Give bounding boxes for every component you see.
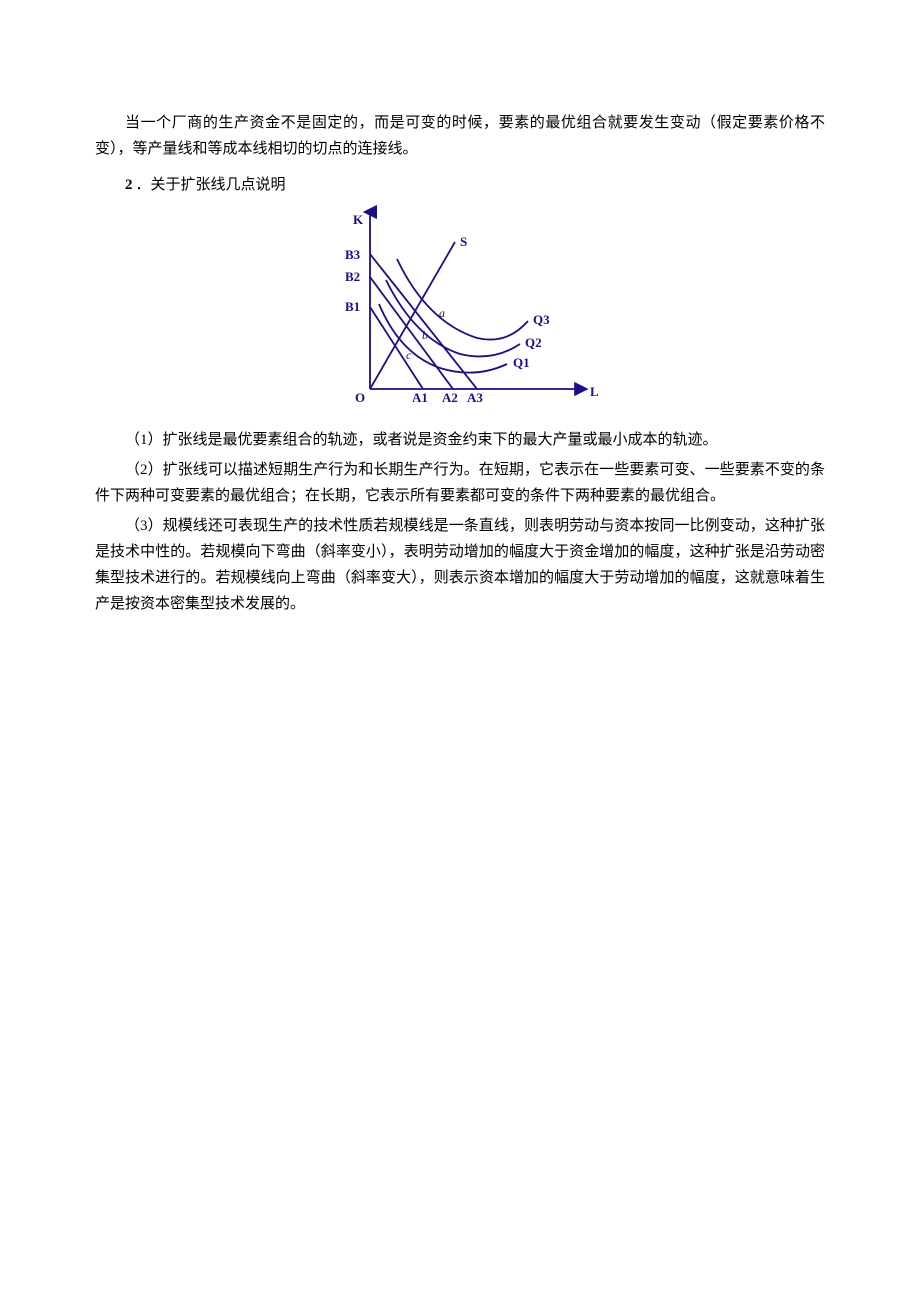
isoquant-2 [386, 280, 520, 356]
label-B2: B2 [345, 269, 360, 284]
point-2: （2）扩张线可以描述短期生产行为和长期生产行为。在短期，它表示在一些要素可变、一… [95, 457, 825, 509]
label-A2: A2 [442, 390, 458, 405]
isocost-line-3 [370, 254, 477, 389]
section-heading: 2．关于扩张线几点说明 [95, 172, 825, 198]
label-A3: A3 [467, 390, 483, 405]
point-1: （1）扩张线是最优要素组合的轨迹，或者说是资金约束下的最大产量或最小成本的轨迹。 [95, 427, 825, 453]
expansion-path-diagram: K L O B3 B2 B1 A1 A2 A3 Q1 Q2 Q3 Sabc [95, 204, 825, 409]
label-L: L [590, 384, 599, 399]
label-Q3: Q3 [533, 312, 550, 327]
label-K: K [353, 212, 364, 227]
point-3: （3）规模线还可表现生产的技术性质若规模线是一条直线，则表明劳动与资本按同一比例… [95, 513, 825, 617]
label-O: O [355, 390, 365, 405]
label-B3: B3 [345, 247, 361, 262]
section-heading-text: ．关于扩张线几点说明 [136, 177, 286, 193]
label-c: c [406, 348, 412, 362]
label-Q2: Q2 [525, 335, 542, 350]
label-a: a [439, 306, 445, 320]
label-A1: A1 [412, 390, 428, 405]
diagram-svg: K L O B3 B2 B1 A1 A2 A3 Q1 Q2 Q3 Sabc [315, 204, 605, 409]
label-b: b [422, 328, 428, 342]
isoquant-3 [397, 259, 528, 340]
section-number: 2 [125, 177, 133, 193]
intro-paragraph: 当一个厂商的生产资金不是固定的，而是可变的时候，要素的最优组合就要发生变动（假定… [95, 110, 825, 162]
label-Q1: Q1 [513, 355, 530, 370]
label-B1: B1 [345, 299, 360, 314]
label-S: S [460, 234, 467, 249]
